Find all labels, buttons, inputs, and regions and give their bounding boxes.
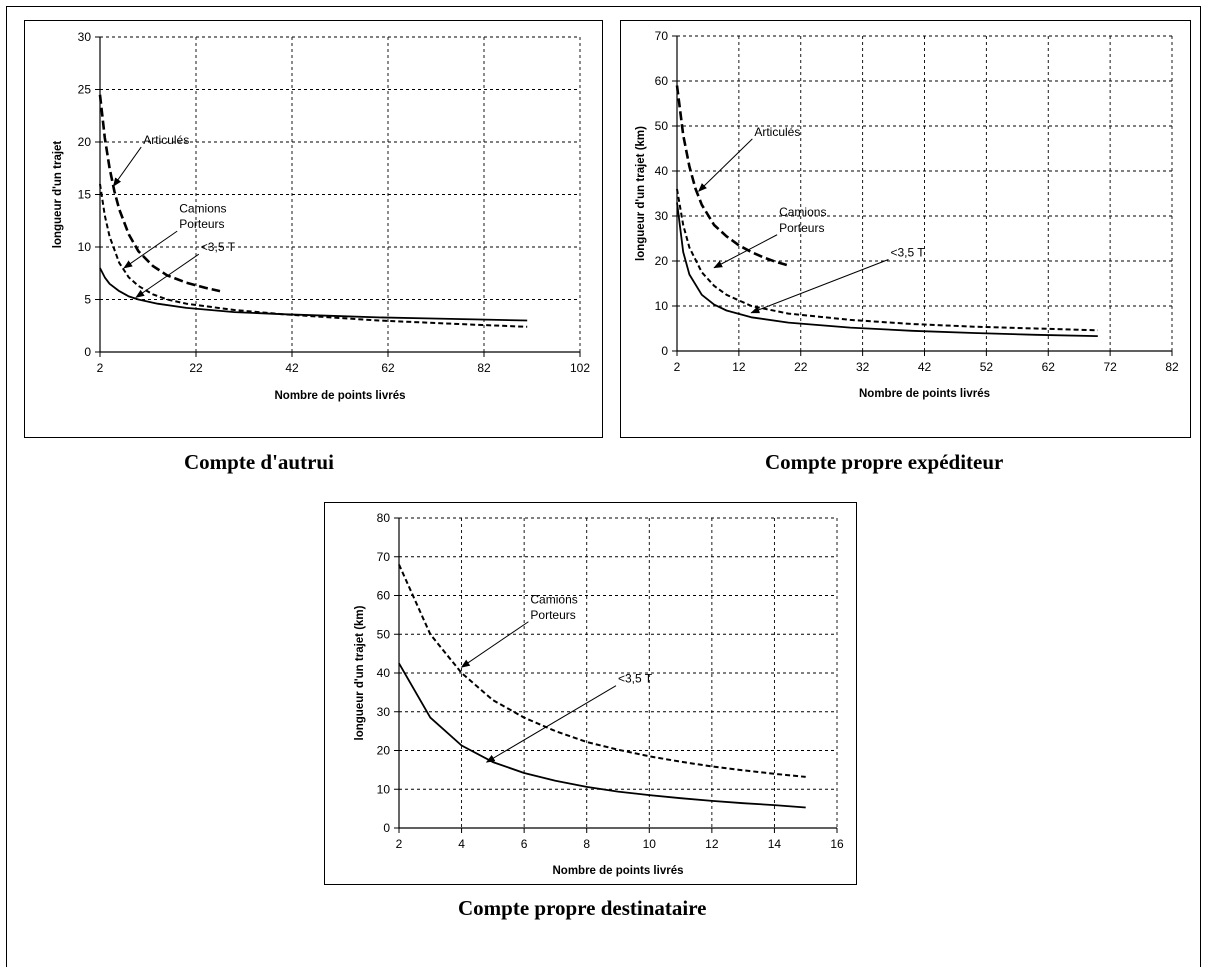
x-tick-label: 102: [570, 361, 590, 375]
chart-compte-destinataire: 2 4 6 8 10 12 14 16 0 10 20 30 40 50 60 70 80 Nombre de p…: [324, 502, 857, 885]
x-tick-label: 10: [643, 837, 657, 851]
y-tick-label: 10: [377, 782, 391, 796]
x-tick-label: 32: [856, 360, 870, 374]
chart-compte-autrui: 2 22 42 62 82 102 0 5 10 15 20 25 30 Nombre de points…: [24, 20, 603, 438]
y-tick-label: 20: [655, 254, 669, 268]
x-tick-label: 14: [768, 837, 782, 851]
x-tick-label: 16: [830, 837, 844, 851]
annotation-label: Articulés: [754, 125, 800, 139]
x-tick-label: 2: [97, 361, 104, 375]
x-tick-label: 2: [674, 360, 681, 374]
x-tick-label: 42: [918, 360, 932, 374]
annotation-label: <3,5 T: [890, 246, 925, 260]
y-tick-label: 5: [84, 293, 91, 307]
x-tick-label: 42: [285, 361, 299, 375]
y-tick-label: 80: [377, 511, 391, 525]
x-tick-label: 82: [477, 361, 491, 375]
annotation-label: Articulés: [143, 133, 189, 147]
series-line: [676, 202, 1098, 337]
x-tick-label: 22: [794, 360, 808, 374]
annotation-arrow: [698, 138, 753, 192]
annotation-label: Camions: [179, 201, 226, 215]
page-frame: [6, 6, 1201, 967]
annotation-arrow: [485, 685, 617, 763]
caption-compte-expediteur: Compte propre expéditeur: [765, 450, 1004, 474]
series-line: [398, 564, 806, 778]
chart-compte-expediteur: 2 12 22 32 42 52 62 72 82 0 10 20 30 40 50 60 70 Nombre d…: [620, 20, 1191, 438]
y-tick-label: 50: [655, 119, 669, 133]
annotation-arrow: [135, 253, 200, 298]
annotation-label: Camions: [530, 592, 577, 606]
y-tick-label: 20: [377, 744, 391, 758]
x-axis-title: Nombre de points livrés: [274, 390, 405, 402]
x-tick-label: 6: [521, 837, 528, 851]
y-tick-label: 70: [655, 29, 669, 43]
annotation-arrow: [112, 146, 142, 187]
y-axis-title: longueur d'un trajet (km): [354, 605, 366, 740]
y-tick-label: 10: [78, 240, 92, 254]
series-line: [398, 662, 806, 809]
x-tick-label: 4: [458, 837, 465, 851]
x-tick-label: 82: [1165, 360, 1179, 374]
series-line: [675, 85, 789, 267]
y-tick-label: 0: [661, 344, 668, 358]
y-tick-label: 25: [78, 83, 92, 97]
annotation-arrow: [460, 621, 529, 668]
annotation-arrow: [713, 234, 778, 269]
y-tick-label: 30: [655, 209, 669, 223]
x-tick-label: 2: [396, 837, 403, 851]
y-tick-label: 15: [78, 188, 92, 202]
y-axis-title: longueur d'un trajet (km): [635, 126, 647, 261]
y-tick-label: 10: [655, 299, 669, 313]
y-tick-label: 50: [377, 627, 391, 641]
annotation-label: <3,5 T: [618, 672, 653, 686]
annotation-label: Camions: [779, 205, 826, 219]
x-tick-label: 62: [1042, 360, 1056, 374]
series-line: [99, 183, 528, 328]
y-tick-label: 40: [377, 666, 391, 680]
annotation-label: Porteurs: [179, 217, 224, 231]
annotation-arrow: [123, 230, 178, 269]
x-tick-label: 22: [189, 361, 203, 375]
x-axis-title: Nombre de points livrés: [552, 865, 683, 877]
y-tick-label: 0: [383, 821, 390, 835]
y-tick-label: 0: [84, 345, 91, 359]
series-line: [99, 267, 528, 322]
y-tick-label: 70: [377, 550, 391, 564]
annotation-label: Porteurs: [530, 608, 575, 622]
x-tick-label: 8: [583, 837, 590, 851]
y-axis-title: longueur d'un trajet: [52, 141, 64, 249]
y-tick-label: 40: [655, 164, 669, 178]
y-tick-label: 20: [78, 135, 92, 149]
y-tick-label: 60: [655, 74, 669, 88]
x-tick-label: 12: [732, 360, 746, 374]
annotation-label: <3,5 T: [201, 240, 236, 254]
x-axis-title: Nombre de points livrés: [859, 388, 990, 400]
annotation-label: Porteurs: [779, 221, 824, 235]
x-tick-label: 62: [381, 361, 395, 375]
series-line: [676, 188, 1098, 332]
series-line: [98, 94, 221, 293]
x-tick-label: 72: [1103, 360, 1117, 374]
chart-svg-2: 2 4 6 8 10 12 14 16 0 10 20 30 40 50 60 70 80 Nombre de p…: [354, 511, 844, 877]
y-tick-label: 30: [78, 30, 92, 44]
chart-svg-1: 2 12 22 32 42 52 62 72 82 0 10 20 30 40 50 60 70 Nombre d…: [635, 29, 1179, 400]
x-tick-label: 52: [980, 360, 994, 374]
caption-compte-destinataire: Compte propre destinataire: [458, 896, 707, 920]
annotation-arrow: [750, 259, 889, 314]
y-tick-label: 30: [377, 705, 391, 719]
y-tick-label: 60: [377, 589, 391, 603]
x-tick-label: 12: [705, 837, 719, 851]
caption-compte-autrui: Compte d'autrui: [184, 450, 334, 474]
